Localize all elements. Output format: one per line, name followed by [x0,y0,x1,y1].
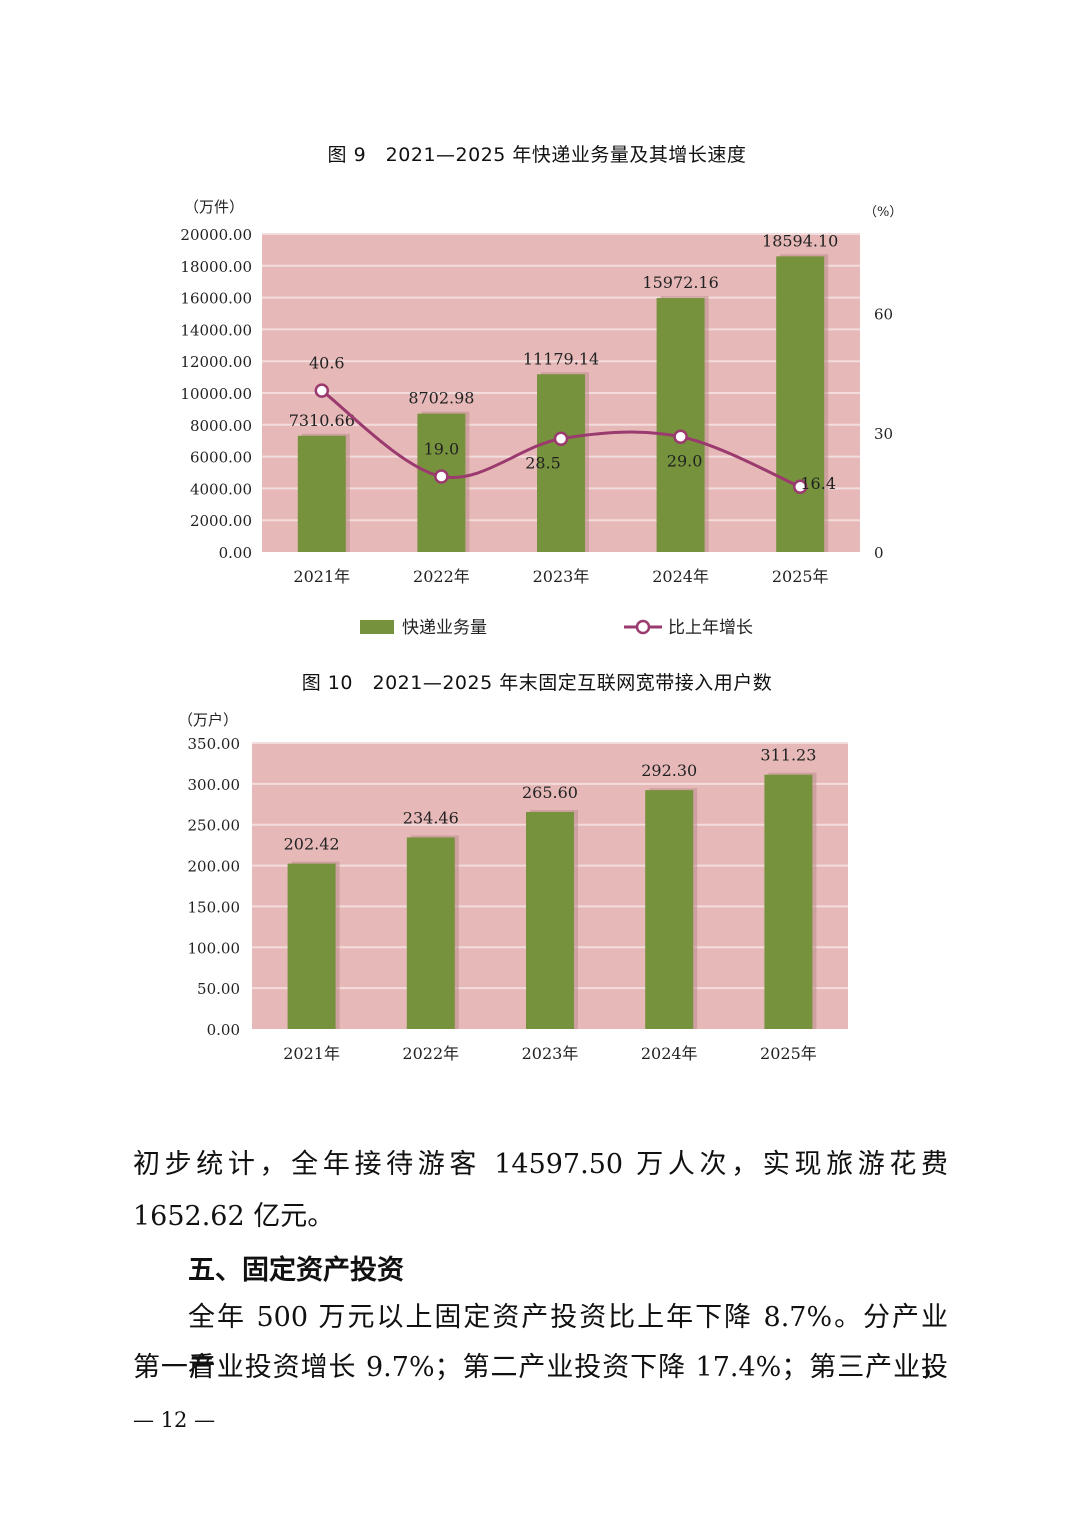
x-tick-label: 2024年 [652,567,709,586]
legend-bar-label: 快递业务量 [402,618,487,638]
y-tick-label: 300.00 [188,776,241,794]
growth-point [553,431,569,446]
growth-value-label: 40.6 [309,354,345,373]
y-tick-label: 200.00 [188,858,241,876]
y-tick-label: 100.00 [188,939,241,957]
bar [776,256,825,552]
y-tick-label-right: 60 [874,306,893,324]
y-axis-title: （万户） [178,711,238,729]
x-tick-label: 2023年 [522,1044,579,1063]
bar [297,435,346,552]
bar-value-label: 7310.66 [289,411,355,430]
y-tick-label-left: 14000.00 [180,321,252,339]
express-volume-chart: 0.00 2000.00 4000.00 6000.00 8000.00 10000.00… [180,198,902,638]
y-tick-label-left: 8000.00 [190,417,252,435]
legend-line-label: 比上年增长 [668,618,753,638]
x-tick-label: 2025年 [760,1044,817,1063]
bar-value-label: 234.46 [403,808,459,827]
y-tick-label-left: 12000.00 [180,353,252,371]
bar-value-label: 15972.16 [642,273,718,292]
x-tick-label: 2025年 [772,567,829,586]
paragraph-tourism-line1: 初步统计，全年接待游客 14597.50 万人次，实现旅游花费 [133,1149,948,1180]
bar [764,774,813,1029]
y-tick-label-left: 16000.00 [180,290,252,308]
y-tick-label: 150.00 [188,898,241,916]
y-axis-title-left: （万件） [184,198,244,216]
bar [537,374,585,552]
y-tick-label: 350.00 [188,735,241,753]
bar-value-label: 292.30 [641,761,697,780]
x-tick-label: 2021年 [283,1044,340,1063]
growth-point [314,383,330,398]
bar-value-label: 11179.14 [523,349,599,368]
y-tick-label: 0.00 [207,1021,240,1039]
x-tick-label: 2022年 [413,567,470,586]
growth-point [673,429,688,444]
x-tick-label: 2022年 [402,1044,459,1063]
y-tick-label-left: 20000.00 [180,226,252,244]
paragraph-investment-line1: 全年 500 万元以上固定资产投资比上年下降 8.7%。分产业看， [188,1302,948,1383]
growth-point [434,469,449,484]
y-tick-label: 250.00 [188,817,241,835]
bar-value-label: 265.60 [522,783,578,802]
growth-value-label: 16.4 [800,474,836,493]
bar [526,811,574,1029]
y-tick-label-left: 4000.00 [190,480,252,498]
legend-line-marker [635,619,651,635]
bar-value-label: 311.23 [760,746,816,765]
bar-value-label: 8702.98 [408,389,474,408]
legend-bar-swatch [360,620,394,634]
paragraph-tourism-line2: 1652.62 亿元。 [133,1201,335,1232]
bar-value-label: 202.42 [284,835,340,854]
growth-point [792,479,808,495]
bar [287,863,336,1029]
y-tick-label: 50.00 [197,980,240,998]
growth-value-label: 28.5 [525,454,561,473]
y-tick-label-right: 30 [874,425,893,443]
growth-value-label: 19.0 [424,439,460,458]
paragraph-investment-line2: 第一产业投资增长 9.7%；第二产业投资下降 17.4%；第三产业投 [133,1352,948,1383]
y-tick-label-left: 0.00 [219,544,252,562]
y-tick-label-left: 6000.00 [190,449,252,467]
y-tick-label-right: 0 [874,544,884,562]
growth-value-label: 29.0 [667,452,703,471]
chart1-title: 图 9 2021—2025 年快递业务量及其增长速度 [327,144,747,166]
section-heading: 五、固定资产投资 [188,1255,404,1286]
bar [645,790,694,1029]
x-tick-label: 2023年 [533,567,590,586]
y-tick-label-left: 2000.00 [190,512,252,530]
x-tick-label: 2024年 [641,1044,698,1063]
y-tick-label-left: 18000.00 [180,258,252,276]
bar [656,298,705,552]
y-tick-label-left: 10000.00 [180,385,252,403]
bar [406,837,455,1029]
y-axis-title-right: （%） [864,205,902,220]
broadband-users-chart: 0.00 50.00 100.00 150.00 200.00 250.00 300.00 3… [178,711,848,1063]
chart2-title: 图 10 2021—2025 年末固定互联网宽带接入用户数 [301,672,773,694]
page-number: — 12 — [133,1408,216,1432]
x-tick-label: 2021年 [293,567,350,586]
bar-value-label: 18594.10 [762,231,838,250]
